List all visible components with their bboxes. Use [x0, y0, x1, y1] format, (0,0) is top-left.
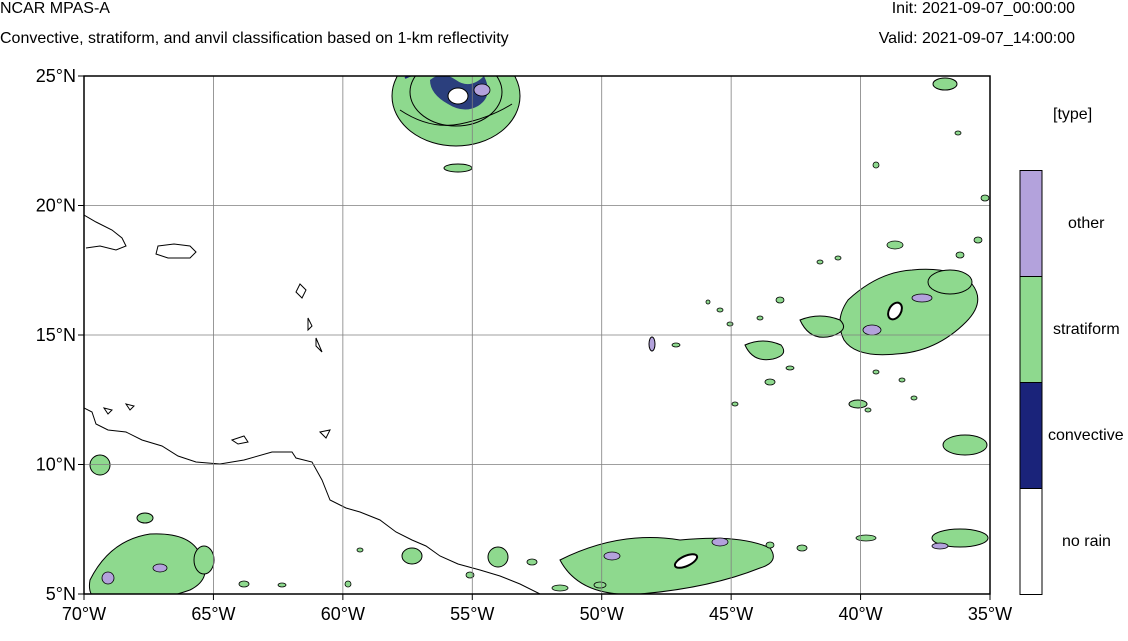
- lon-tick-label: 70°W: [62, 604, 106, 624]
- lat-tick-label: 5°N: [46, 584, 76, 604]
- legend-label-other: other: [1068, 215, 1105, 232]
- lat-tick-label: 10°N: [36, 455, 76, 475]
- lat-tick-label: 25°N: [36, 66, 76, 86]
- legend-swatch-stratiform: [1019, 276, 1043, 383]
- longitude-axis: 70°W 65°W 60°W 55°W 50°W 45°W 40°W 35°W: [62, 594, 1012, 624]
- init-time: Init: 2021-09-07_00:00:00: [891, 0, 1075, 17]
- legend-title: [type]: [1053, 106, 1093, 123]
- southern-rain-band: [401, 528, 989, 594]
- scattered-cells: [238, 130, 990, 592]
- lat-tick-label: 15°N: [36, 325, 76, 345]
- southwest-rain-cluster: [88, 454, 215, 594]
- legend-label-convective: convective: [1048, 427, 1124, 444]
- map-gridlines: [84, 76, 990, 594]
- hurricane-system: [391, 76, 521, 173]
- lon-tick-label: 45°W: [709, 604, 753, 624]
- lon-tick-label: 50°W: [580, 604, 624, 624]
- legend-label-stratiform: stratiform: [1053, 321, 1120, 338]
- eastern-rain-cluster: [648, 77, 988, 456]
- lon-tick-label: 55°W: [450, 604, 494, 624]
- legend-swatch-other: [1019, 170, 1043, 277]
- legend-colorbar: [1019, 170, 1043, 595]
- model-title: NCAR MPAS-A: [0, 0, 110, 17]
- lon-tick-label: 40°W: [838, 604, 882, 624]
- precipitation-field: [88, 76, 990, 594]
- legend-swatch-no-rain: [1019, 488, 1043, 595]
- lat-tick-label: 20°N: [36, 196, 76, 216]
- lon-tick-label: 35°W: [968, 604, 1012, 624]
- legend-label-no-rain: no rain: [1062, 533, 1111, 550]
- legend-swatch-convective: [1019, 382, 1043, 489]
- plot-description: Convective, stratiform, and anvil classi…: [0, 30, 509, 47]
- lon-tick-label: 60°W: [321, 604, 365, 624]
- lon-tick-label: 65°W: [191, 604, 235, 624]
- valid-time: Valid: 2021-09-07_14:00:00: [878, 30, 1075, 47]
- coastlines: [84, 214, 541, 594]
- latitude-axis: 25°N 20°N 15°N 10°N 5°N: [36, 66, 84, 604]
